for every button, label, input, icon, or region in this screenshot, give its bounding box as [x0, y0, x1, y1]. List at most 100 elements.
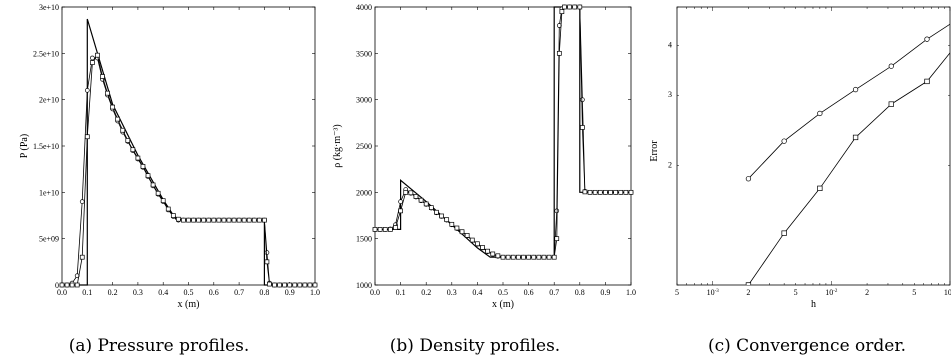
data-point-circle	[852, 86, 859, 93]
data-point-square	[526, 254, 531, 260]
data-point-square	[464, 233, 470, 238]
data-point-square	[150, 182, 156, 188]
x-tick-label: 10-2	[825, 288, 838, 297]
plot-frame	[676, 6, 951, 286]
data-point-square	[510, 254, 516, 260]
data-point-square	[272, 282, 277, 288]
y-tick-label: 0	[55, 281, 59, 290]
x-tick-label: 0.3	[133, 288, 143, 297]
data-point-square	[186, 217, 191, 223]
x-tick-label: 0.6	[524, 288, 534, 297]
x-tick-label: 1.0	[626, 288, 636, 297]
data-point-circle	[264, 250, 270, 255]
data-point-square	[221, 217, 227, 223]
data-point-square	[592, 189, 598, 195]
y-tick-label: 1000	[356, 281, 372, 290]
x-tick-exponent: -2	[833, 289, 838, 294]
data-point-square	[521, 254, 526, 260]
data-point-circle	[888, 63, 894, 69]
density-chart: 0.0 0.1 0.2 0.3 0.4 0.5 0.6 0.7 0.8 0.9 1.0 1000 150…	[332, 3, 636, 310]
plot-frame	[374, 6, 632, 286]
series-line-circle-markers	[62, 57, 315, 286]
data-point-circle	[745, 176, 752, 182]
data-point-square	[140, 164, 146, 169]
data-point-square	[267, 281, 272, 287]
data-point-square	[516, 254, 521, 260]
data-point-square	[181, 217, 186, 223]
data-point-square	[454, 225, 460, 231]
data-point-square	[241, 217, 247, 223]
y-axis-label: Error	[649, 140, 660, 162]
data-point-square	[817, 185, 823, 191]
data-point-square	[155, 190, 161, 196]
data-point-square	[251, 217, 257, 223]
data-point-square	[577, 4, 583, 10]
data-point-square	[541, 254, 547, 260]
data-point-square	[559, 9, 565, 14]
x-tick-label: 5	[794, 288, 798, 297]
x-axis-label: x (m)	[178, 299, 200, 310]
x-tick-label: 0.2	[108, 288, 118, 297]
x-tick-label: 0.0	[57, 288, 67, 297]
convergence-chart: 5 10-3 2 5 10-2 2 5 10-1 2 3 4 h Error	[649, 6, 951, 310]
x-tick-label: 0.9	[600, 288, 610, 297]
data-point-square	[587, 189, 593, 195]
data-point-square	[567, 4, 572, 10]
data-point-square	[623, 189, 629, 195]
data-point-square	[216, 217, 222, 223]
data-point-square	[165, 206, 171, 212]
y-tick-label: 4000	[356, 3, 372, 12]
data-point-square	[277, 282, 282, 288]
data-point-circle	[781, 138, 787, 144]
data-point-circle	[84, 88, 90, 93]
x-tick-label: 0.5	[184, 288, 194, 297]
data-point-square	[582, 189, 588, 195]
x-tick-label: 2	[865, 288, 869, 297]
data-point-square	[403, 189, 409, 195]
data-point-square	[84, 134, 90, 140]
data-point-square	[307, 282, 313, 288]
series-line-square-markers	[62, 54, 315, 286]
x-tick-label: 0.6	[209, 288, 219, 297]
data-point-square	[110, 104, 115, 110]
data-point-square	[439, 213, 444, 219]
x-tick-label: 0.1	[82, 288, 92, 297]
series-line-square	[748, 52, 950, 285]
x-tick-label: 0.0	[370, 288, 380, 297]
data-point-square	[246, 217, 252, 223]
data-point-square	[262, 217, 267, 223]
y-tick-label: 3500	[356, 49, 372, 58]
data-point-square	[888, 101, 894, 107]
data-point-square	[603, 189, 608, 195]
data-point-square	[408, 190, 414, 196]
x-tick-label: 0.5	[498, 288, 508, 297]
data-point-square	[556, 50, 562, 56]
data-point-square	[372, 227, 378, 232]
data-point-square	[297, 282, 303, 288]
data-point-square	[312, 282, 318, 288]
data-point-square	[562, 4, 567, 10]
y-axis-label: P (Pa)	[19, 134, 30, 158]
data-point-square	[382, 227, 388, 232]
data-point-square	[130, 147, 136, 153]
data-point-square	[613, 189, 618, 195]
data-point-square	[546, 254, 552, 260]
data-point-square	[176, 216, 181, 222]
data-point-square	[160, 198, 166, 204]
data-point-square	[256, 217, 262, 223]
series-group	[745, 23, 950, 285]
data-point-square	[485, 248, 490, 254]
data-point-square	[495, 253, 501, 259]
x-tick-label: 5	[675, 288, 679, 297]
data-point-square	[554, 236, 560, 242]
pressure-chart: 0.0 0.1 0.2 0.3 0.4 0.5 0.6 0.7 0.8 0.9 1.0 0 5e+09 1…	[19, 3, 320, 310]
data-point-square	[393, 225, 398, 230]
data-point-square	[302, 282, 308, 288]
series-line-square-markers	[375, 6, 631, 258]
x-tick-label: 0.2	[421, 288, 431, 297]
data-point-square	[79, 254, 85, 260]
data-point-square	[236, 217, 242, 223]
data-point-square	[105, 90, 110, 96]
caption-b: (b) Density profiles.	[390, 336, 560, 356]
